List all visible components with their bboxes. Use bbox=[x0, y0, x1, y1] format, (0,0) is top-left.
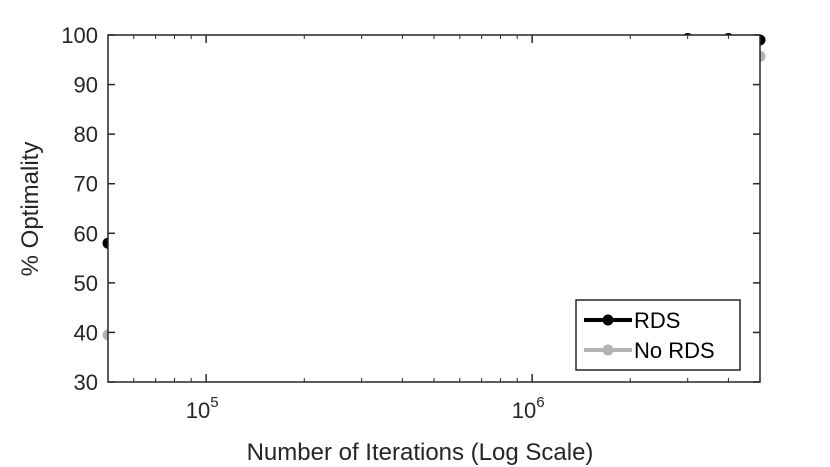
y-tick-label: 30 bbox=[74, 370, 98, 395]
x-tick-label: 106 bbox=[512, 394, 545, 423]
y-tick-label: 40 bbox=[74, 320, 98, 345]
x-tick-label: 105 bbox=[186, 394, 219, 423]
y-tick-label: 50 bbox=[74, 271, 98, 296]
legend-label-rds: RDS bbox=[634, 308, 680, 333]
y-tick-label: 100 bbox=[61, 23, 98, 48]
legend-marker-rds bbox=[602, 314, 614, 326]
y-tick-label: 70 bbox=[74, 172, 98, 197]
y-tick-label: 90 bbox=[74, 73, 98, 98]
legend: RDS No RDS bbox=[575, 299, 741, 371]
y-axis-title: % Optimality bbox=[17, 142, 44, 277]
legend-label-no-rds: No RDS bbox=[634, 338, 715, 363]
legend-box bbox=[575, 299, 741, 371]
x-axis-title: Number of Iterations (Log Scale) bbox=[247, 439, 594, 466]
y-tick-label: 80 bbox=[74, 122, 98, 147]
legend-marker-no-rds bbox=[602, 344, 614, 356]
y-tick-label: 60 bbox=[74, 221, 98, 246]
